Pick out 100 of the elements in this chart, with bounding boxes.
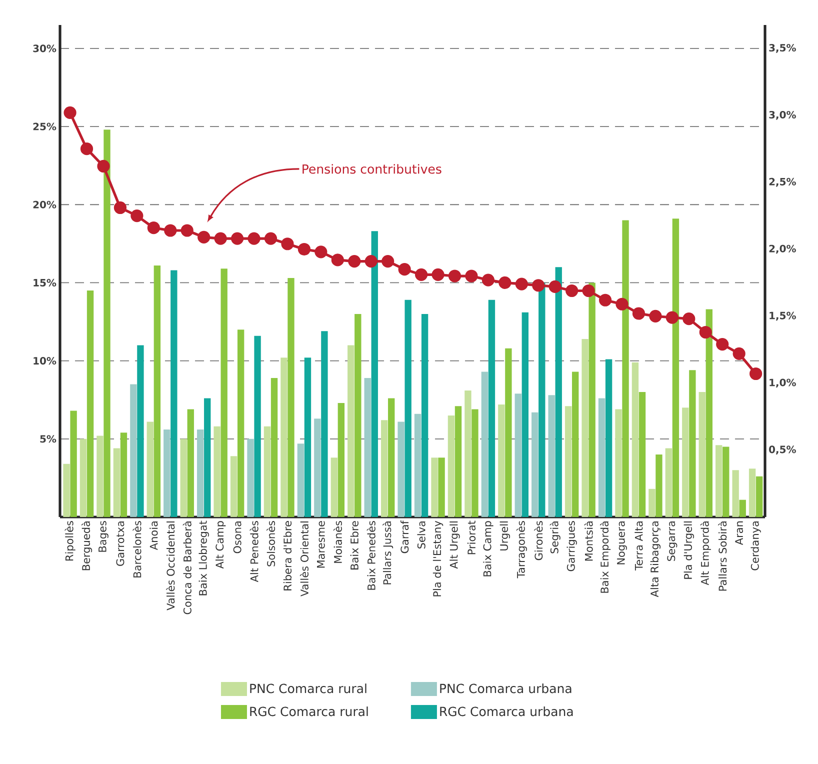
- bar: [672, 218, 680, 517]
- point: [515, 278, 528, 290]
- bar: [371, 231, 378, 517]
- bar: [638, 392, 646, 517]
- bar: [338, 402, 345, 517]
- x-tick-label: Montsià: [584, 521, 593, 561]
- x-tick-label: Berguedà: [81, 521, 92, 570]
- point: [398, 263, 411, 276]
- bar: [472, 409, 478, 517]
- point: [582, 284, 595, 298]
- bar: [130, 384, 137, 517]
- bar: [214, 426, 220, 517]
- legend-label: RGC Comarca urbana: [440, 706, 573, 716]
- point: [682, 312, 696, 326]
- x-tick-label: Pallars Jussà: [382, 521, 394, 584]
- bar: [280, 358, 288, 517]
- point: [716, 338, 729, 351]
- bar: [180, 438, 187, 517]
- point: [498, 276, 512, 290]
- y-tick-label: 15%: [34, 278, 56, 286]
- x-tick-label: Baix Ebre: [350, 521, 358, 570]
- bar: [304, 358, 312, 517]
- x-tick-label: Urgell: [500, 521, 510, 550]
- bar: [80, 438, 87, 517]
- bar: [722, 446, 730, 517]
- x-tick-label: Anoia: [150, 521, 158, 550]
- y-tick-label: 10%: [34, 357, 56, 365]
- bar: [380, 420, 388, 517]
- point: [414, 268, 428, 281]
- bar: [230, 456, 238, 517]
- bar: [220, 268, 228, 517]
- bar: [682, 408, 689, 517]
- point: [331, 254, 344, 266]
- point: [130, 209, 144, 222]
- point: [248, 232, 260, 245]
- bar: [689, 370, 696, 517]
- point: [198, 230, 210, 244]
- point: [382, 254, 394, 268]
- bar: [421, 314, 428, 517]
- point: [230, 232, 244, 245]
- bar: [247, 438, 254, 517]
- x-tick-label: Osona: [233, 521, 242, 554]
- point: [264, 232, 278, 245]
- bar: [330, 458, 338, 517]
- bar: [354, 314, 362, 517]
- bar: [364, 378, 371, 517]
- legend-label: PNC Comarca rural: [250, 684, 366, 694]
- bar: [254, 336, 261, 517]
- y-tick-label: 25%: [33, 122, 56, 130]
- bar: [404, 300, 412, 517]
- bar: [196, 430, 204, 517]
- bar: [431, 458, 438, 517]
- bar: [237, 330, 244, 517]
- bar: [555, 267, 562, 517]
- point: [348, 254, 361, 268]
- bar: [204, 398, 211, 517]
- point: [164, 224, 177, 237]
- x-tick-label: Bages: [98, 521, 108, 552]
- point: [448, 270, 462, 282]
- x-tick-label: Ripollès: [64, 521, 76, 561]
- point: [666, 311, 678, 324]
- bar: [398, 422, 404, 517]
- point: [699, 326, 712, 339]
- bar: [348, 345, 354, 517]
- x-tick-label: Ribera d'Ebre: [283, 521, 292, 590]
- point: [732, 347, 746, 360]
- y2-tick-label: 2,0%: [769, 244, 796, 254]
- bar: [414, 414, 422, 517]
- point: [114, 201, 127, 214]
- x-tick-label: Vallès Oriental: [300, 522, 308, 596]
- bar: [615, 409, 622, 517]
- point: [750, 367, 762, 380]
- point: [598, 294, 612, 306]
- bar: [137, 345, 144, 517]
- x-tick-label: Priorat: [467, 520, 476, 554]
- x-tick-label: Selva: [417, 521, 426, 549]
- bar: [756, 476, 763, 517]
- x-tick-label: Solsonès: [266, 521, 276, 566]
- x-tick-label: Gironès: [534, 521, 543, 560]
- bar: [388, 398, 395, 517]
- y-tick-label: 5%: [40, 435, 56, 443]
- y-tick-label: 30%: [33, 44, 56, 52]
- bar: [438, 458, 445, 517]
- bar: [588, 282, 596, 517]
- x-tick-label: Cerdanya: [750, 521, 761, 570]
- bar: [63, 464, 70, 517]
- bar: [748, 468, 756, 517]
- point: [632, 307, 646, 320]
- bar: [288, 278, 294, 517]
- bar: [538, 282, 546, 517]
- point: [64, 106, 76, 119]
- bar: [187, 409, 194, 517]
- bar: [154, 266, 161, 517]
- bar: [622, 220, 629, 517]
- x-tick-label: Alt Camp: [215, 521, 226, 569]
- bar: [739, 500, 746, 517]
- point: [548, 280, 562, 294]
- bar: [522, 312, 529, 517]
- y2-tick-label: 1,5%: [770, 312, 796, 321]
- point: [214, 232, 227, 245]
